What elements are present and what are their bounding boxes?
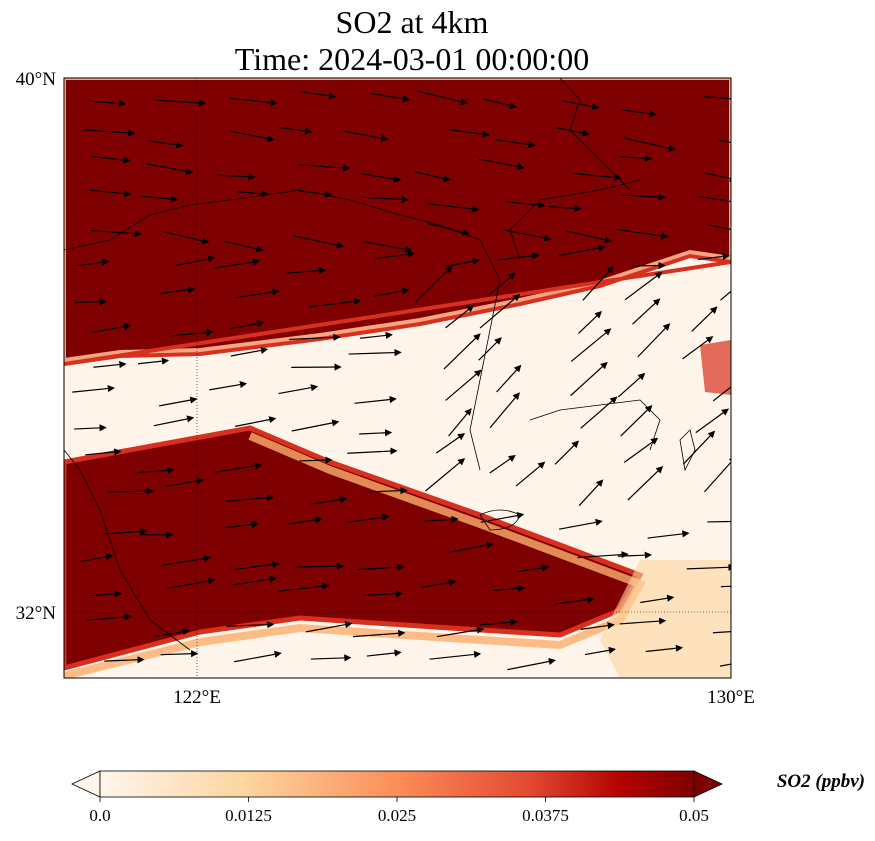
- wind-arrow: [707, 521, 749, 522]
- lon-label-130e: 130°E: [707, 687, 755, 708]
- colorbar-ticks: [100, 797, 694, 802]
- colorbar-extend-max: [694, 771, 722, 797]
- colorbar-tick-1: 0.0125: [225, 806, 272, 825]
- title-line-1: SO2 at 4km: [336, 4, 489, 40]
- colorbar-tick-3: 0.0375: [522, 806, 569, 825]
- lat-label-40n: 40°N: [16, 69, 57, 90]
- map-panel: [64, 78, 762, 678]
- colorbar-gradient: [100, 771, 694, 797]
- lat-label-32n: 32°N: [16, 603, 57, 624]
- wind-arrow: [632, 265, 664, 266]
- colorbar-tick-0: 0.0: [89, 806, 110, 825]
- title-line-2: Time: 2024-03-01 00:00:00: [235, 41, 589, 77]
- so2-plume-east-spot: [700, 340, 731, 395]
- colorbar-tick-4: 0.05: [679, 806, 709, 825]
- colorbar-label: SO2 (ppbv): [777, 771, 865, 792]
- colorbar-tick-2: 0.025: [378, 806, 416, 825]
- colorbar: 0.0 0.0125 0.025 0.0375 0.05 SO2 (ppbv): [72, 771, 865, 825]
- lon-label-122e: 122°E: [173, 687, 221, 708]
- colorbar-extend-min: [72, 771, 100, 797]
